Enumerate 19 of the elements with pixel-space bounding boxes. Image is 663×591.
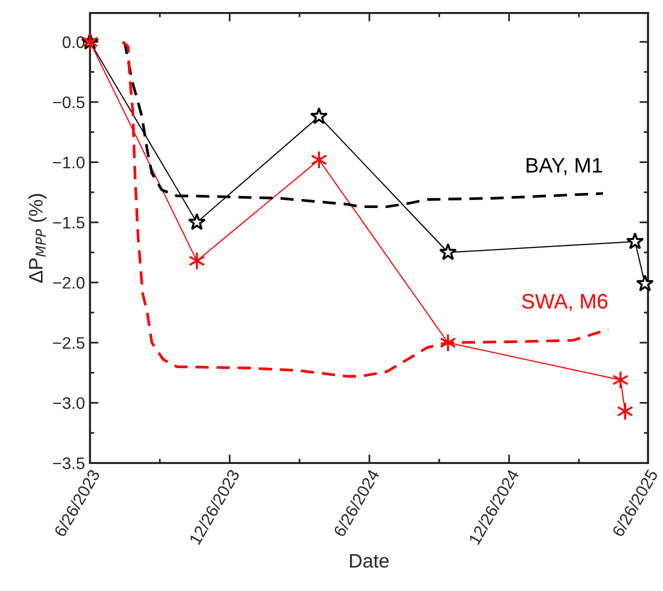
point — [310, 107, 328, 124]
point — [636, 274, 654, 292]
series-label: SWA, M6 — [522, 294, 608, 312]
y-tick-label: −3.5 — [53, 457, 84, 470]
point — [612, 370, 629, 390]
y-tick-label: −2.0 — [53, 276, 84, 289]
point — [188, 213, 206, 230]
series-label: BAY, M1 — [526, 158, 602, 176]
y-axis-title: ΔP$_{MPP}$ (%) — [28, 194, 47, 283]
y-tick-label: −0.5 — [53, 96, 84, 108]
point — [188, 252, 206, 270]
point — [626, 232, 644, 250]
y-tick-label: −1.5 — [53, 216, 84, 229]
x-axis-title: Date — [350, 554, 389, 568]
point — [310, 150, 328, 170]
y-tick-label: −2.5 — [53, 337, 84, 349]
point — [439, 243, 457, 260]
y-tick-label: −3.0 — [53, 397, 84, 410]
y-tick-label: −1.0 — [53, 156, 84, 168]
